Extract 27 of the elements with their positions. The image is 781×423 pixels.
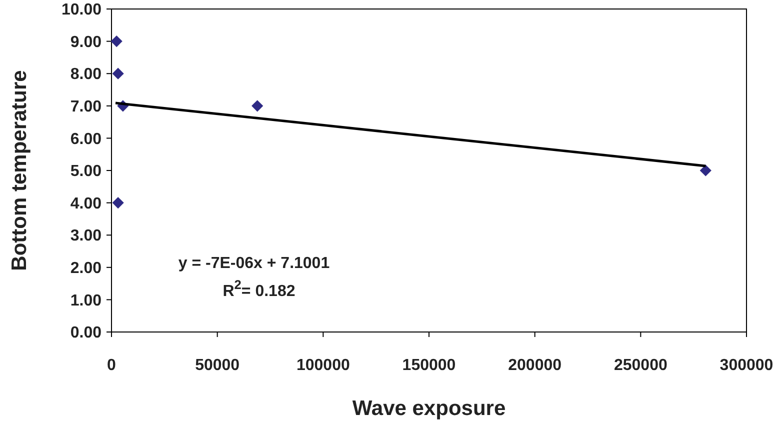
y-tick-label: 8.00 bbox=[70, 66, 102, 84]
x-tick-label: 100000 bbox=[296, 357, 350, 374]
y-tick-label: 6.00 bbox=[70, 130, 102, 148]
point bbox=[700, 164, 712, 176]
y-tick-label: 0.00 bbox=[70, 324, 102, 342]
y-tick-label: 2.00 bbox=[70, 260, 102, 277]
y-tick-label: 3.00 bbox=[70, 228, 102, 245]
x-tick-label: 150000 bbox=[402, 357, 456, 374]
y-tick-label: 7.00 bbox=[70, 98, 102, 116]
point bbox=[252, 100, 264, 112]
annotation: y = -7E-06x + 7.1001 bbox=[178, 255, 330, 272]
x-tick-label: 250000 bbox=[614, 357, 668, 374]
y-tick-label: 10.00 bbox=[61, 2, 102, 19]
x-tick-label: 300000 bbox=[720, 357, 774, 374]
point bbox=[112, 196, 124, 209]
y-tick-label: 9.00 bbox=[70, 34, 102, 51]
y-axis-title: Bottom temperature bbox=[8, 70, 31, 271]
x-tick-label: 50000 bbox=[195, 357, 240, 374]
x-tick-label: 200000 bbox=[508, 357, 562, 374]
y-tick-label: 5.00 bbox=[70, 163, 102, 180]
point bbox=[110, 35, 122, 48]
annotation: R$^{2}$= 0.182 bbox=[222, 276, 296, 300]
y-tick-label: 4.00 bbox=[70, 195, 102, 212]
point bbox=[112, 68, 124, 80]
x-tick-label: 0 bbox=[107, 357, 116, 374]
x-axis-title: Wave exposure bbox=[352, 397, 506, 420]
y-tick-label: 1.00 bbox=[70, 292, 102, 310]
